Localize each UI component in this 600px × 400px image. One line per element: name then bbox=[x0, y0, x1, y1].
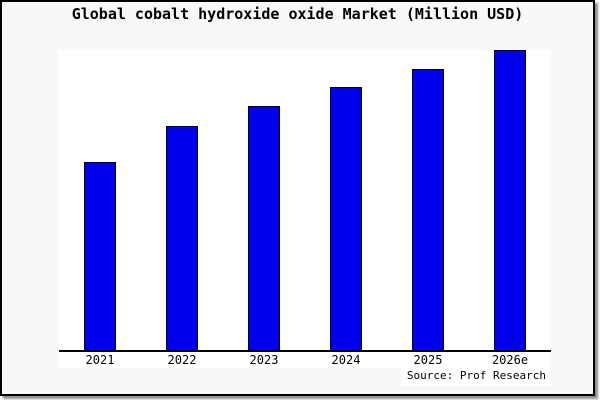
bar-2024 bbox=[330, 87, 362, 350]
bar-slot-2026e bbox=[469, 50, 551, 350]
tick-label-2025: 2025 bbox=[413, 353, 443, 367]
bars-area bbox=[59, 50, 551, 350]
x-axis-line bbox=[59, 350, 551, 352]
plot-area: 2021 2022 2023 2024 2025 2026e bbox=[59, 50, 551, 368]
tick-label-2022: 2022 bbox=[167, 353, 197, 367]
chart-title: Global cobalt hydroxide oxide Market (Mi… bbox=[71, 5, 524, 23]
bar-2025 bbox=[412, 69, 444, 350]
bar-2023 bbox=[248, 106, 280, 350]
bar-2022 bbox=[166, 126, 198, 350]
tick-label-2023: 2023 bbox=[249, 353, 279, 367]
bar-slot-2021 bbox=[59, 162, 141, 350]
source-label: Source: Prof Research bbox=[401, 366, 551, 386]
tick-label-2024: 2024 bbox=[331, 353, 361, 367]
bar-slot-2023 bbox=[223, 106, 305, 350]
tick-label-2021: 2021 bbox=[85, 353, 115, 367]
x-axis-labels: 2021 2022 2023 2024 2025 2026e bbox=[59, 352, 551, 368]
bar-slot-2025 bbox=[387, 69, 469, 350]
bar-slot-2022 bbox=[141, 126, 223, 350]
tick-label-2026e: 2026e bbox=[491, 353, 529, 367]
bar-2021 bbox=[84, 162, 116, 350]
bar-2026e bbox=[494, 50, 526, 350]
bar-slot-2024 bbox=[305, 87, 387, 350]
